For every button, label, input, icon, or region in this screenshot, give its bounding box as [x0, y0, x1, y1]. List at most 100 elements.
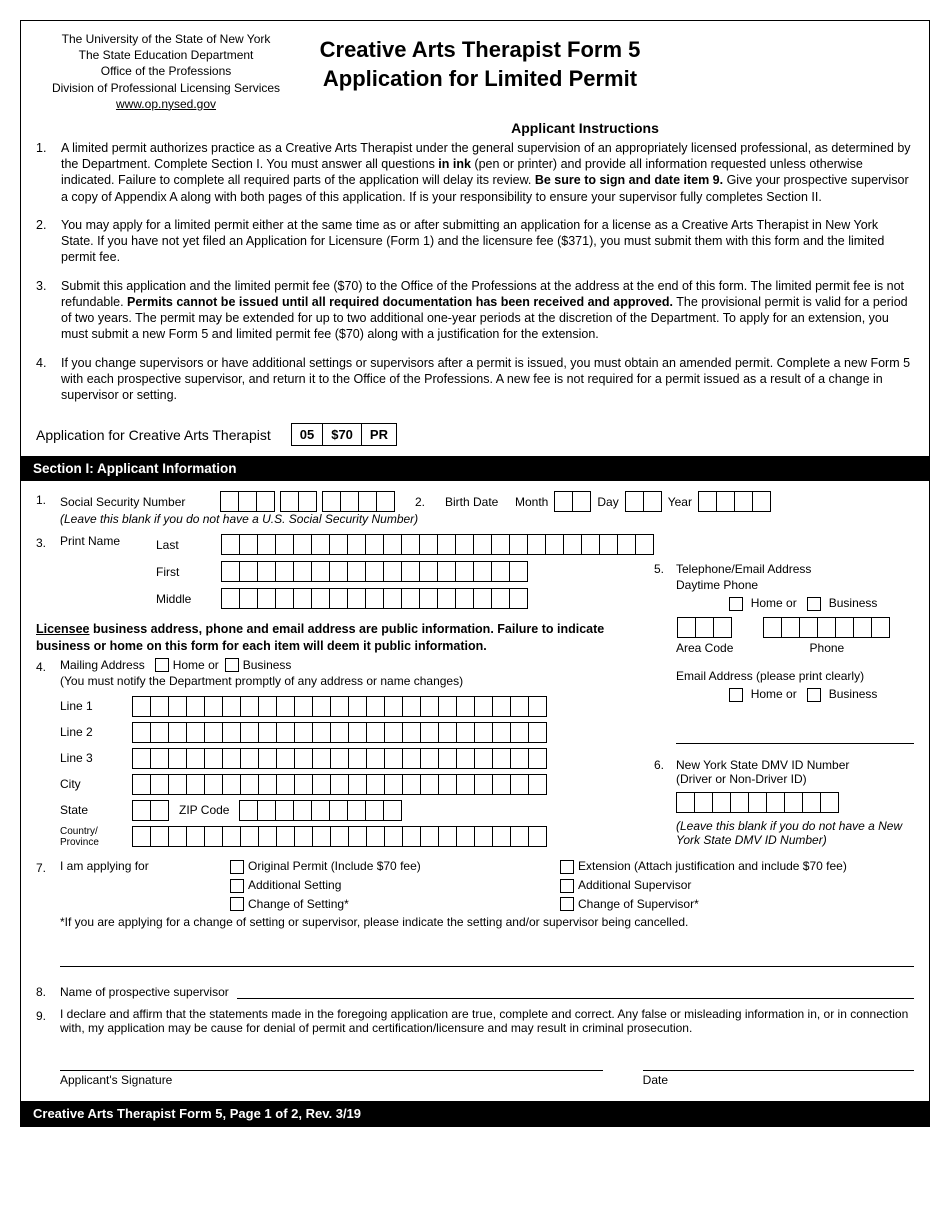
supervisor-name-input[interactable] [237, 981, 914, 999]
opt-label: Change of Supervisor* [578, 897, 699, 911]
line2-input[interactable] [132, 722, 547, 743]
code-box: 05 [291, 423, 323, 446]
applying-label: I am applying for [60, 859, 230, 873]
last-name-input[interactable] [221, 534, 654, 555]
instruction-item: 2. You may apply for a limited permit ei… [36, 217, 914, 266]
day-input[interactable] [625, 491, 662, 512]
year-label: Year [668, 495, 692, 509]
opt-label: Additional Supervisor [578, 878, 691, 892]
instruction-item: 3. Submit this application and the limit… [36, 278, 914, 343]
instruction-text: If you change supervisors or have additi… [61, 355, 914, 404]
city-label: City [60, 777, 132, 791]
zip-input[interactable] [239, 800, 402, 821]
month-label: Month [515, 495, 548, 509]
extension-checkbox[interactable] [560, 860, 574, 874]
email-input-line[interactable] [676, 720, 914, 744]
city-input[interactable] [132, 774, 547, 795]
country-input[interactable] [132, 826, 547, 847]
code-box: PR [361, 423, 397, 446]
first-name-input[interactable] [221, 561, 528, 582]
birthdate-label: Birth Date [445, 495, 515, 509]
instruction-text: A limited permit authorizes practice as … [61, 140, 914, 205]
line1-label: Line 1 [60, 699, 132, 713]
opt-label: Extension (Attach justification and incl… [578, 859, 847, 873]
instruction-number: 3. [36, 278, 61, 343]
middle-name-input[interactable] [221, 588, 528, 609]
org-line: The State Education Department [36, 47, 296, 63]
business-checkbox[interactable] [225, 658, 239, 672]
day-label: Day [597, 495, 618, 509]
page-footer: Creative Arts Therapist Form 5, Page 1 o… [21, 1101, 929, 1126]
area-code-label: Area Code [676, 641, 733, 655]
mailing-sub: (You must notify the Department promptly… [60, 674, 547, 688]
q-number: 9. [36, 1007, 60, 1023]
title-line: Creative Arts Therapist Form 5 [320, 37, 641, 62]
q-number: 4. [36, 658, 60, 674]
opt-label: Change of Setting* [248, 897, 349, 911]
additional-supervisor-checkbox[interactable] [560, 879, 574, 893]
cancel-line-input[interactable] [60, 949, 914, 967]
instruction-item: 1. A limited permit authorizes practice … [36, 140, 914, 205]
phone-home-label: Home or [751, 596, 797, 610]
q-number: 1. [36, 491, 60, 507]
last-label: Last [156, 538, 221, 552]
instructions-heading: Applicant Instructions [256, 120, 914, 136]
line2-label: Line 2 [60, 725, 132, 739]
state-label: State [60, 803, 132, 817]
q-number: 8. [36, 983, 60, 999]
print-name-label: Print Name [60, 534, 156, 548]
mailing-label: Mailing Address [60, 658, 145, 672]
ssn-label: Social Security Number [60, 495, 220, 509]
declaration-text: I declare and affirm that the statements… [60, 1007, 914, 1035]
instruction-number: 4. [36, 355, 61, 404]
email-home-checkbox[interactable] [729, 688, 743, 702]
phone-label: Phone [810, 641, 845, 655]
ssn-input[interactable] [220, 491, 395, 512]
dmv-input[interactable] [676, 792, 914, 813]
month-input[interactable] [554, 491, 591, 512]
email-business-checkbox[interactable] [807, 688, 821, 702]
phone-number-input[interactable] [763, 617, 890, 638]
org-line: The University of the State of New York [36, 31, 296, 47]
phone-email-label: Telephone/Email Address [676, 562, 914, 576]
daytime-label: Daytime Phone [676, 578, 914, 592]
header-org-block: The University of the State of New York … [36, 31, 296, 112]
dmv-label: New York State DMV ID Number [676, 758, 914, 772]
phone-business-checkbox[interactable] [807, 597, 821, 611]
org-url-link[interactable]: www.op.nysed.gov [116, 97, 216, 111]
phone-home-checkbox[interactable] [729, 597, 743, 611]
app-line-label: Application for Creative Arts Therapist [36, 427, 271, 443]
header-title: Creative Arts Therapist Form 5 Applicati… [296, 31, 664, 93]
year-input[interactable] [698, 491, 771, 512]
original-permit-checkbox[interactable] [230, 860, 244, 874]
area-code-input[interactable] [677, 617, 732, 638]
change-supervisor-checkbox[interactable] [560, 897, 574, 911]
state-input[interactable] [132, 800, 169, 821]
dmv-note: (Leave this blank if you do not have a N… [676, 819, 914, 847]
code-box: $70 [322, 423, 362, 446]
header: The University of the State of New York … [21, 21, 929, 120]
email-label: Email Address (please print clearly) [676, 669, 914, 683]
date-label: Date [643, 1073, 914, 1087]
ssn-note: (Leave this blank if you do not have a U… [60, 512, 914, 526]
q-number: 7. [36, 859, 60, 875]
opt-label: Additional Setting [248, 878, 341, 892]
zip-label: ZIP Code [179, 803, 229, 817]
line3-input[interactable] [132, 748, 547, 769]
additional-setting-checkbox[interactable] [230, 879, 244, 893]
line3-label: Line 3 [60, 751, 132, 765]
signature-label: Applicant's Signature [60, 1073, 603, 1087]
q-number: 5. [654, 562, 676, 744]
instruction-number: 1. [36, 140, 61, 205]
country-label: Country/ Province [60, 826, 132, 848]
org-line: Division of Professional Licensing Servi… [36, 80, 296, 96]
change-setting-checkbox[interactable] [230, 897, 244, 911]
phone-business-label: Business [829, 596, 878, 610]
first-label: First [156, 565, 221, 579]
email-business-label: Business [829, 687, 878, 701]
org-line: Office of the Professions [36, 63, 296, 79]
instruction-text: Submit this application and the limited … [61, 278, 914, 343]
home-checkbox[interactable] [155, 658, 169, 672]
line1-input[interactable] [132, 696, 547, 717]
q-number: 2. [395, 495, 445, 509]
